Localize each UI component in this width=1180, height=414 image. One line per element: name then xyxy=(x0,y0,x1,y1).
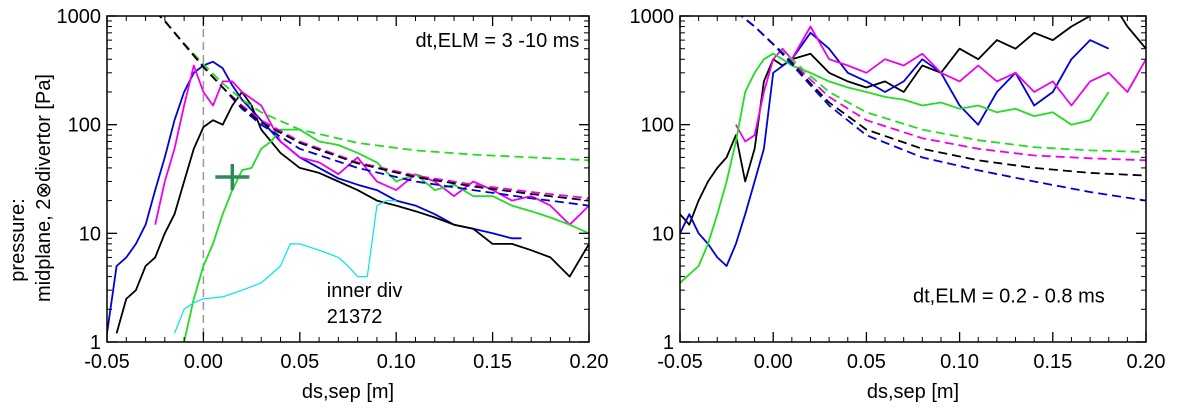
series-line-0 xyxy=(680,16,1146,226)
y-tick-label: 10 xyxy=(652,223,674,245)
plus-marker xyxy=(215,163,250,190)
x-tick-label: 0.15 xyxy=(1033,351,1072,373)
y-axis-label-line1: pressure: xyxy=(7,198,29,281)
series-line-5 xyxy=(740,16,1146,162)
x-tick-label: 0.10 xyxy=(377,351,416,373)
series-line-0 xyxy=(107,60,522,334)
y-tick-label: 100 xyxy=(641,115,674,137)
x-tick-label: 0.05 xyxy=(847,351,886,373)
x-tick-label: 0.20 xyxy=(570,351,609,373)
y-tick-label: 1 xyxy=(663,332,674,354)
y-tick-label: 1000 xyxy=(630,6,675,28)
y-axis-label-group: pressure: midplane, 2⊗divertor [Pa] xyxy=(7,74,55,302)
series-line-3 xyxy=(680,52,1110,284)
x-tick-label: 0.00 xyxy=(184,351,223,373)
series-line-1 xyxy=(680,31,1110,267)
series-line-1 xyxy=(115,91,589,334)
series-line-4 xyxy=(740,16,1146,153)
y-tick-label: 100 xyxy=(68,115,101,137)
plot-area xyxy=(680,16,1146,284)
plot-area xyxy=(107,16,589,342)
x-axis-label: ds,sep [m] xyxy=(867,381,959,403)
series-line-8 xyxy=(158,16,589,202)
series-line-4 xyxy=(173,200,397,334)
y-axis-label-line2: midplane, 2⊗divertor [Pa] xyxy=(33,74,55,302)
axis-frame xyxy=(679,15,1147,343)
chart-panel-right: -0.05 0.00 0.05 0.10 0.15 0.20 1 10 100 1000 ds,se… xyxy=(630,6,1166,403)
annotation-1: inner div xyxy=(327,280,403,302)
y-tick-label: 1 xyxy=(90,332,101,354)
series-line-2 xyxy=(154,64,589,226)
series-line-2 xyxy=(735,25,1146,143)
x-tick-label: -0.05 xyxy=(84,351,130,373)
axis-frame xyxy=(106,15,590,343)
x-tick-label: 0.00 xyxy=(754,351,793,373)
y-tick-label: 1000 xyxy=(57,6,102,28)
x-tick-label: 0.20 xyxy=(1127,351,1166,373)
annotation-0: dt,ELM = 3 -10 ms xyxy=(415,30,579,52)
series-line-3 xyxy=(183,128,589,342)
chart-panel-left: -0.05 0.00 0.05 0.10 0.15 0.20 1 10 100 1000 ds,se… xyxy=(57,6,609,403)
annotation-2: 21372 xyxy=(327,306,383,328)
annotation-0: dt,ELM = 0.2 - 0.8 ms xyxy=(913,286,1105,308)
x-tick-label: 0.15 xyxy=(473,351,512,373)
x-tick-label: 0.10 xyxy=(940,351,979,373)
x-axis-label: ds,sep [m] xyxy=(302,381,394,403)
series-line-7 xyxy=(740,16,1146,202)
x-tick-label: 0.05 xyxy=(280,351,319,373)
y-tick-label: 10 xyxy=(79,223,101,245)
series-line-6 xyxy=(740,16,1146,177)
x-tick-label: -0.05 xyxy=(657,351,703,373)
